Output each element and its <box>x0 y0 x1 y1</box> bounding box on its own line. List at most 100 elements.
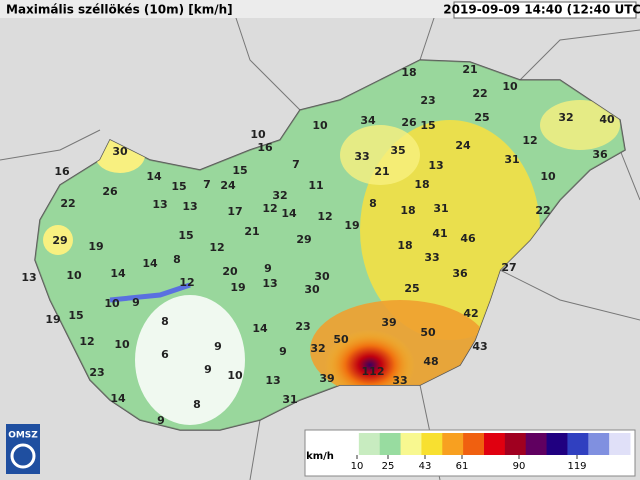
legend-swatch <box>504 433 527 455</box>
legend-swatch <box>421 433 443 455</box>
station-value: 9 <box>214 340 222 353</box>
station-value: 13 <box>262 277 277 290</box>
field <box>325 330 415 400</box>
station-value: 15 <box>68 309 83 322</box>
station-value: 20 <box>222 265 238 278</box>
logo: OMSZ <box>8 431 38 441</box>
station-value: 30 <box>112 145 128 158</box>
station-value: 27 <box>501 261 516 274</box>
legend-tick-label: 10 <box>351 461 364 472</box>
station-value: 21 <box>374 165 389 178</box>
station-value: 13 <box>152 198 167 211</box>
station-value: 33 <box>354 150 369 163</box>
station-value: 15 <box>171 180 186 193</box>
station-value: 26 <box>102 185 118 198</box>
station-value: 31 <box>433 202 448 215</box>
field <box>135 295 245 425</box>
station-value: 41 <box>432 227 447 240</box>
station-value: 18 <box>414 178 429 191</box>
station-value: 32 <box>558 111 573 124</box>
station-value: 39 <box>319 372 334 385</box>
station-value: 21 <box>244 225 259 238</box>
station-value: 8 <box>173 253 181 266</box>
station-value: 7 <box>292 158 300 171</box>
station-value: 8 <box>369 197 377 210</box>
station-value: 10 <box>66 269 82 282</box>
station-value: 32 <box>310 342 325 355</box>
station-value: 112 <box>362 365 385 378</box>
station-value: 14 <box>252 322 268 335</box>
station-value: 36 <box>452 267 468 280</box>
station-value: 19 <box>88 240 103 253</box>
station-value: 10 <box>104 297 120 310</box>
station-value: 25 <box>474 111 489 124</box>
station-value: 15 <box>420 119 435 132</box>
legend-swatch <box>338 433 360 455</box>
station-value: 9 <box>157 414 165 427</box>
field <box>540 100 620 150</box>
station-value: 16 <box>54 165 70 178</box>
station-value: 14 <box>142 257 158 270</box>
station-value: 50 <box>333 333 349 346</box>
timestamp-box <box>453 1 637 19</box>
station-value: 9 <box>204 363 212 376</box>
station-value: 14 <box>281 207 297 220</box>
station-value: 13 <box>265 374 280 387</box>
station-value: 12 <box>179 276 194 289</box>
station-value: 9 <box>279 345 287 358</box>
legend-swatch <box>546 433 568 455</box>
logo-icon <box>10 443 36 469</box>
station-value: 9 <box>264 262 272 275</box>
legend-swatch <box>463 433 485 455</box>
station-value: 14 <box>146 170 162 183</box>
station-value: 14 <box>110 392 126 405</box>
station-value: 39 <box>381 316 396 329</box>
station-value: 18 <box>400 204 415 217</box>
station-value: 31 <box>504 153 519 166</box>
station-value: 17 <box>227 205 242 218</box>
station-value: 22 <box>535 204 550 217</box>
station-value: 33 <box>392 374 407 387</box>
title: Maximális széllökés (10m) [km/h] <box>6 3 233 17</box>
legend-tick-label: 25 <box>382 461 395 472</box>
station-value: 19 <box>230 281 245 294</box>
legend-tick-label: 61 <box>456 461 469 472</box>
legend-tick-label: 43 <box>419 461 432 472</box>
station-value: 24 <box>220 179 236 192</box>
station-value: 29 <box>52 234 67 247</box>
station-value: 13 <box>182 200 197 213</box>
legend-swatch <box>358 433 381 455</box>
station-value: 14 <box>110 267 126 280</box>
station-value: 12 <box>209 241 224 254</box>
station-value: 8 <box>161 315 169 328</box>
station-value: 18 <box>401 66 416 79</box>
station-value: 42 <box>463 307 478 320</box>
station-value: 50 <box>420 326 436 339</box>
station-value: 19 <box>344 219 359 232</box>
timestamp: 2019-09-09 14:40 (12:40 UTC) <box>443 3 640 17</box>
station-value: 23 <box>420 94 435 107</box>
station-value: 22 <box>472 87 487 100</box>
station-value: 11 <box>308 179 323 192</box>
station-value: 10 <box>250 128 266 141</box>
legend-swatch <box>588 433 610 455</box>
station-value: 29 <box>296 233 311 246</box>
station-value: 12 <box>262 202 277 215</box>
station-value: 40 <box>599 113 615 126</box>
station-value: 16 <box>257 141 273 154</box>
station-value: 36 <box>592 148 608 161</box>
station-value: 13 <box>21 271 36 284</box>
station-value: 23 <box>89 366 104 379</box>
station-value: 6 <box>161 348 169 361</box>
station-value: 24 <box>455 139 471 152</box>
station-value: 46 <box>460 232 476 245</box>
station-value: 19 <box>45 313 60 326</box>
station-value: 22 <box>60 197 75 210</box>
station-value: 7 <box>203 178 211 191</box>
station-value: 32 <box>272 189 287 202</box>
station-value: 31 <box>282 393 297 406</box>
legend-swatch <box>442 433 464 455</box>
